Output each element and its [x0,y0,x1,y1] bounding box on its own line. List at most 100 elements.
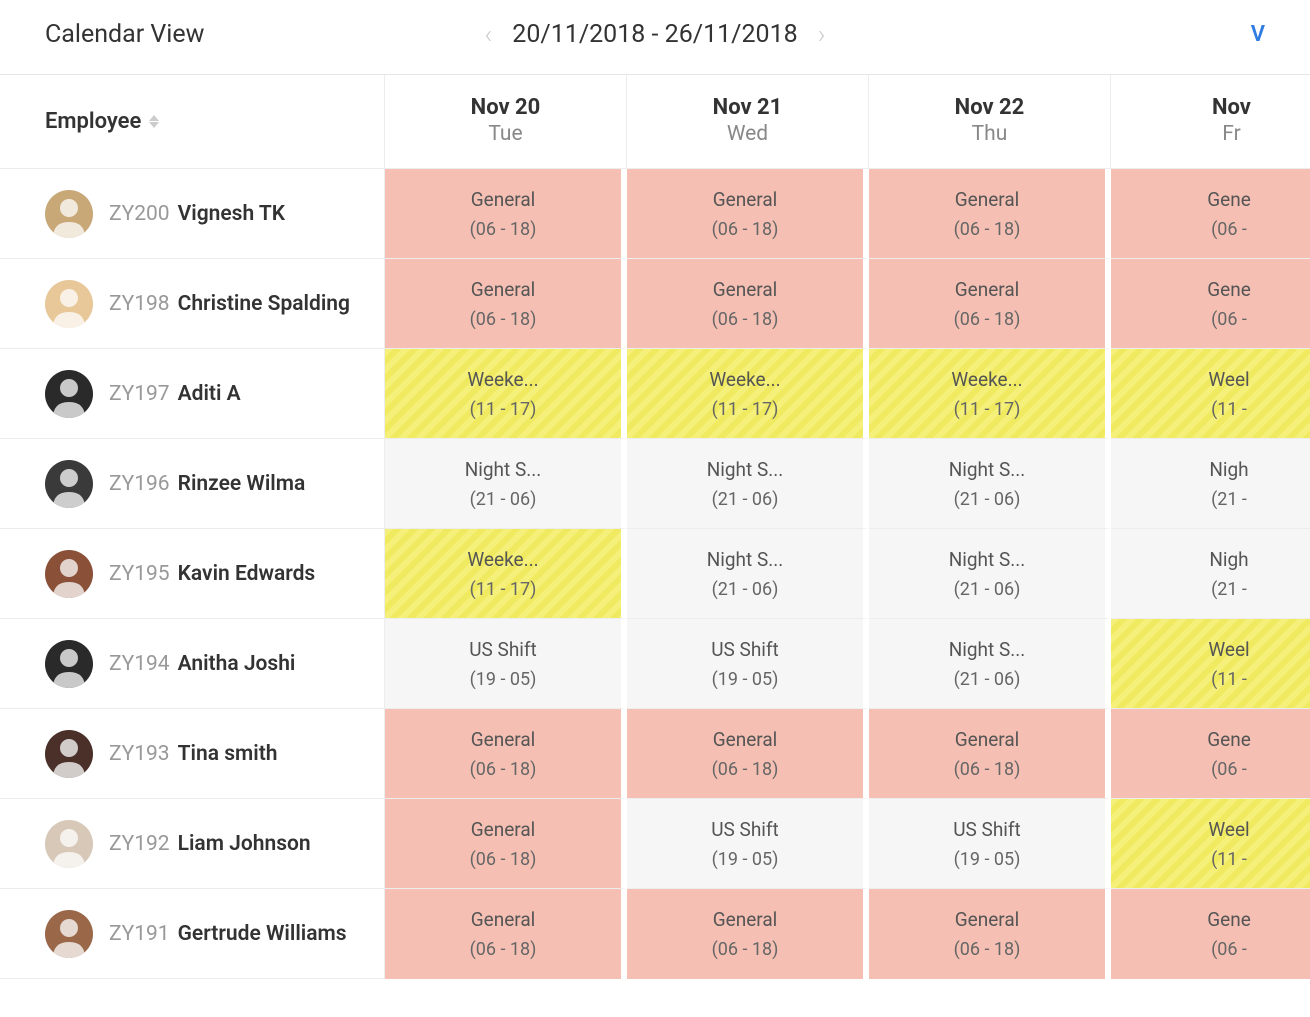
shift-name: General [713,728,778,751]
employee-cell[interactable]: ZY191Gertrude Williams [0,889,385,979]
shift-time: (06 - 18) [712,309,779,330]
shift-cell[interactable]: Gene(06 - [1111,169,1310,259]
shift-time: (06 - 18) [712,219,779,240]
shift-cell[interactable]: US Shift (19 - 05) [869,799,1111,889]
avatar[interactable] [45,280,93,328]
shift-time: (11 - 17) [712,399,779,420]
employee-cell[interactable]: ZY195Kavin Edwards [0,529,385,619]
shift-cell[interactable]: Night S...(21 - 06) [627,529,869,619]
shift-cell[interactable]: General(06 - 18) [385,259,627,349]
shift-time: (11 - [1211,669,1247,690]
shift-cell[interactable]: Gene(06 - [1111,259,1310,349]
shift-cell[interactable]: Nigh(21 - [1111,439,1310,529]
shift-name: Night S... [949,548,1026,571]
shift-cell[interactable]: Night S...(21 - 06) [627,439,869,529]
date-range-start: 20/11/2018 [512,20,645,49]
shift-cell[interactable]: Weeke...(11 - 17) [869,349,1111,439]
shift-cell[interactable]: Night S...(21 - 06) [869,529,1111,619]
shift-cell[interactable]: US Shift(19 - 05) [627,619,869,709]
shift-cell[interactable]: Weel(11 - [1111,619,1310,709]
avatar[interactable] [45,730,93,778]
shift-cell[interactable]: Night S...(21 - 06) [869,439,1111,529]
shift-cell[interactable]: General(06 - 18) [869,889,1111,979]
schedule-grid: Employee Nov 20 Tue Nov 21 Wed Nov 22 Th… [0,75,1310,979]
shift-name: Weeke... [951,368,1022,391]
sort-icon[interactable] [149,115,159,128]
shift-name: Weel [1208,368,1249,391]
avatar[interactable] [45,190,93,238]
employee-cell[interactable]: ZY197Aditi A [0,349,385,439]
shift-cell[interactable]: Weeke...(11 - 17) [627,349,869,439]
day-date: Nov 21 [637,95,858,120]
shift-time: (06 - 18) [954,939,1021,960]
shift-time: (06 - [1211,939,1247,960]
shift-time: (06 - 18) [470,759,537,780]
employee-cell[interactable]: ZY196Rinzee Wilma [0,439,385,529]
right-link-partial[interactable]: V [1251,22,1265,47]
shift-cell[interactable]: Weel(11 - [1111,799,1310,889]
shift-cell[interactable]: Night S...(21 - 06) [869,619,1111,709]
date-range-end: 26/11/2018 [665,20,798,49]
employee-cell[interactable]: ZY198Christine Spalding [0,259,385,349]
employee-cell[interactable]: ZY200Vignesh TK [0,169,385,259]
day-header-3: Nov Fr [1111,75,1310,169]
shift-cell[interactable]: Weel(11 - [1111,349,1310,439]
avatar[interactable] [45,370,93,418]
shift-cell[interactable]: General(06 - 18) [627,259,869,349]
shift-time: (21 - 06) [954,669,1021,690]
shift-cell[interactable]: General (06 - 18) [385,889,627,979]
shift-cell[interactable]: General(06 - 18) [869,169,1111,259]
shift-time: (06 - 18) [712,939,779,960]
shift-name: US Shift [711,818,779,841]
shift-name: Night S... [707,458,784,481]
employee-cell[interactable]: ZY194Anitha Joshi [0,619,385,709]
shift-name: General [955,278,1020,301]
day-header-1: Nov 21 Wed [627,75,869,169]
prev-week-icon[interactable]: ‹ [485,20,493,50]
date-range-sep: - [645,20,664,49]
date-range-label[interactable]: 20/11/2018 - 26/11/2018 [512,20,797,49]
shift-time: (21 - 06) [470,489,537,510]
shift-time: (19 - 05) [954,849,1021,870]
shift-cell[interactable]: General(06 - 18) [627,169,869,259]
shift-cell[interactable]: General(06 - 18) [385,169,627,259]
shift-cell[interactable]: US Shift(19 - 05) [385,619,627,709]
avatar[interactable] [45,550,93,598]
shift-cell[interactable]: General(06 - 18) [385,709,627,799]
shift-cell[interactable]: Gene(06 - [1111,709,1310,799]
shift-name: General [471,188,536,211]
shift-cell[interactable]: US Shift(19 - 05) [627,799,869,889]
shift-cell[interactable]: Nigh(21 - [1111,529,1310,619]
next-week-icon[interactable]: › [818,20,826,50]
shift-name: General [471,278,536,301]
shift-name: Weel [1208,818,1249,841]
shift-time: (06 - [1211,759,1247,780]
shift-cell[interactable]: General(06 - 18) [869,259,1111,349]
shift-time: (06 - 18) [470,849,537,870]
avatar[interactable] [45,640,93,688]
day-weekday: Thu [879,122,1100,146]
employee-cell[interactable]: ZY193Tina smith [0,709,385,799]
shift-name: General [471,908,536,931]
day-header-2: Nov 22 Thu [869,75,1111,169]
avatar[interactable] [45,820,93,868]
avatar[interactable] [45,910,93,958]
shift-time: (21 - 06) [954,489,1021,510]
avatar[interactable] [45,460,93,508]
shift-cell[interactable]: Weeke...(11 - 17) [385,349,627,439]
shift-cell[interactable]: General(06 - 18) [627,709,869,799]
shift-cell[interactable]: General(06 - 18) [385,799,627,889]
employee-cell[interactable]: ZY192Liam Johnson [0,799,385,889]
shift-cell[interactable]: Night S...(21 - 06) [385,439,627,529]
employee-code: ZY195 [109,562,170,586]
shift-cell[interactable]: Weeke...(11 - 17) [385,529,627,619]
shift-name: Weeke... [467,368,538,391]
shift-cell[interactable]: Gene(06 - [1111,889,1310,979]
shift-cell[interactable]: General(06 - 18) [869,709,1111,799]
shift-cell[interactable]: General(06 - 18) [627,889,869,979]
employee-code: ZY196 [109,472,170,496]
employee-code: ZY197 [109,382,170,406]
shift-name: US Shift [953,818,1021,841]
employee-column-header[interactable]: Employee [0,75,385,169]
shift-time: (06 - 18) [470,939,537,960]
